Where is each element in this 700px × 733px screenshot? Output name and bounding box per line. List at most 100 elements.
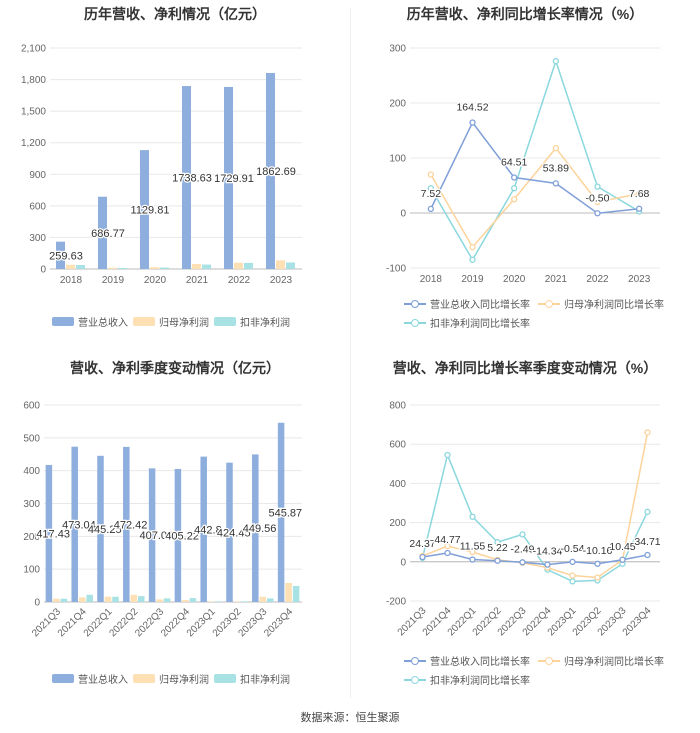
y-tick-label: -200 — [386, 597, 406, 608]
legend-item-revenue[interactable]: 营业总收入 — [52, 671, 128, 686]
legend-swatch — [214, 317, 236, 326]
annual-amount-chart: 历年营收、净利情况（亿元） 0 300 600 900 1,200 1,500 1,800 2… — [0, 0, 350, 350]
bar-net-profit — [156, 599, 163, 602]
y-tick-label: 1,500 — [21, 107, 46, 118]
data-label: 449.56 — [243, 523, 277, 535]
legend-item-revenue-growth[interactable]: 营业总收入同比增长率 — [404, 653, 530, 668]
point-revenue-growth — [469, 556, 476, 563]
data-label: 5.22 — [487, 542, 508, 554]
point-net-growth — [552, 144, 559, 152]
bar-revenue — [98, 196, 107, 269]
y-tick-label: 200 — [23, 532, 40, 543]
data-source-footer: 数据来源：恒生聚源 — [300, 712, 400, 724]
data-label: 1862.69 — [256, 166, 296, 178]
y-tick-label: 800 — [389, 401, 406, 412]
y-tick-label: 500 — [23, 433, 40, 444]
point-revenue-growth — [636, 205, 643, 212]
legend-swatch — [404, 318, 426, 328]
series-line-revenue-growth — [422, 552, 648, 566]
bar-net-profit — [276, 260, 285, 269]
data-label: 545.87 — [269, 507, 303, 519]
legend-swatch — [404, 675, 426, 685]
quarterly-growth-plot: -20002004006008002021Q32021Q42022Q12022Q… — [386, 401, 662, 639]
data-label: 445.25 — [88, 524, 122, 536]
y-tick-label: 600 — [23, 401, 40, 412]
bar-deducted-profit — [286, 262, 295, 269]
legend-swatch — [538, 656, 560, 666]
data-label: 407.04 — [140, 530, 174, 542]
bar-revenue — [226, 462, 233, 602]
series-line-revenue-growth — [430, 121, 640, 215]
legend-item-revenue-growth[interactable]: 营业总收入同比增长率 — [404, 296, 530, 311]
bar-deducted-profit — [86, 594, 93, 602]
bar-revenue — [224, 86, 233, 269]
data-label: 417.43 — [36, 528, 70, 540]
annual-growth-plot: -100 0 100 200 300 2018 2019 2020 2021 2022 2023 7.… — [386, 44, 660, 285]
data-label: 64.51 — [501, 157, 527, 169]
chart-title: 历年营收、净利情况（亿元） — [84, 6, 266, 22]
legend-item-deducted-growth[interactable]: 扣非净利润同比增长率 — [404, 672, 530, 687]
data-label: 472.42 — [114, 519, 148, 531]
data-label: -0.54 — [561, 543, 585, 555]
bar-net-profit — [207, 601, 215, 602]
bar-deducted-profit — [60, 598, 68, 602]
legend-item-deducted-growth[interactable]: 扣非净利润同比增长率 — [404, 315, 530, 330]
data-label: 1738.63 — [172, 173, 212, 185]
y-tick-label: 1,800 — [21, 75, 46, 86]
y-tick-label: 0 — [400, 209, 406, 220]
point-revenue-growth — [569, 558, 576, 566]
bar-deducted-profit — [244, 262, 253, 269]
legend-label: 营业总收入 — [78, 675, 128, 686]
legend-item-deducted-profit[interactable]: 扣非净利润 — [214, 671, 290, 686]
y-tick-label: 300 — [29, 233, 46, 244]
bar-deducted-profit — [267, 598, 274, 602]
y-tick-label: 200 — [389, 518, 406, 529]
point-net-growth — [594, 198, 601, 206]
quarterly-amount-plot: 01002003004005006002021Q32021Q42022Q1202… — [23, 401, 303, 640]
x-tick-label: 2023 — [628, 274, 651, 285]
point-net-growth — [644, 429, 651, 436]
data-label: 442.8 — [194, 524, 222, 536]
bar-revenue — [182, 86, 191, 269]
data-label: 405.22 — [165, 530, 199, 542]
annual-growth-chart: 历年营收、净利同比增长率情况（%） -100 0 100 200 300 2018 2019… — [350, 0, 700, 350]
bar-net-profit — [259, 596, 267, 602]
y-tick-label: 300 — [389, 44, 406, 55]
data-label: -0.50 — [586, 192, 610, 204]
bar-deducted-profit — [138, 596, 145, 602]
legend-swatch — [52, 317, 74, 326]
point-revenue-growth — [427, 205, 434, 213]
y-tick-label: 100 — [23, 565, 40, 576]
bar-revenue — [45, 464, 53, 602]
legend-item-net-profit[interactable]: 归母净利润 — [133, 671, 209, 686]
quarterly-amount-chart: 营收、净利季度变动情况（亿元） 0 100 200 300 400 500 600 2021Q… — [0, 350, 350, 700]
y-tick-label: 600 — [389, 440, 406, 451]
bar-revenue — [148, 468, 156, 602]
bar-net-profit — [234, 262, 243, 269]
legend-label: 扣非净利润 — [240, 675, 290, 686]
series-line-net-growth — [430, 146, 640, 249]
bar-net-profit — [53, 598, 60, 602]
y-tick-label: 100 — [389, 154, 406, 165]
legend-item-net-profit[interactable]: 归母净利润 — [133, 314, 209, 329]
data-label: 34.71 — [634, 536, 660, 548]
bar-revenue — [277, 422, 285, 602]
legend-item-revenue[interactable]: 营业总收入 — [52, 314, 128, 329]
y-tick-label: 0 — [400, 557, 406, 568]
point-net-growth — [444, 542, 451, 550]
bar-deducted-profit — [76, 265, 85, 269]
legend-label: 扣非净利润同比增长率 — [430, 319, 530, 330]
legend-item-net-growth[interactable]: 归母净利润同比增长率 — [538, 296, 664, 311]
point-deducted-growth — [519, 531, 526, 538]
x-tick-label: 2018 — [420, 274, 443, 285]
bar-deducted-profit — [118, 267, 127, 269]
bar-net-profit — [66, 264, 75, 269]
point-net-growth — [511, 196, 518, 203]
bar-revenue — [174, 468, 182, 602]
x-tick-label: 2022 — [228, 275, 251, 286]
bar-net-profit — [233, 601, 241, 602]
legend-item-net-growth[interactable]: 归母净利润同比增长率 — [538, 653, 664, 668]
x-tick-label: 2021 — [545, 274, 568, 285]
bar-net-profit — [150, 267, 159, 269]
legend-item-deducted-profit[interactable]: 扣非净利润 — [214, 314, 290, 329]
